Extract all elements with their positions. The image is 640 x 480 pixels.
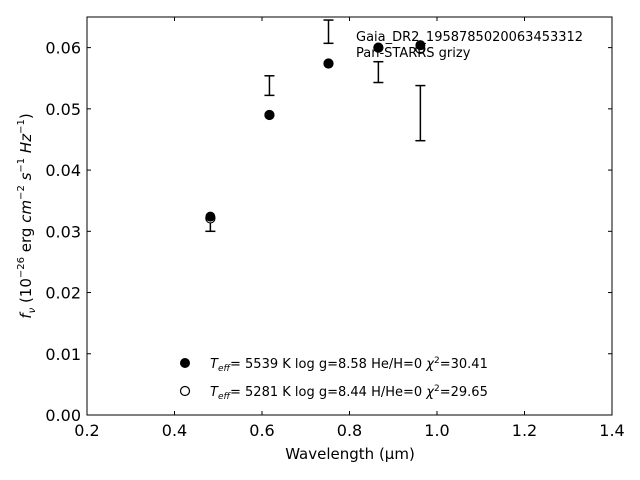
legend-marker-filled bbox=[180, 358, 190, 368]
plot-background bbox=[87, 17, 612, 415]
annotation-line-1: Gaia_DR2_1958785020063453312 bbox=[356, 30, 583, 45]
y-tick-label: 0.02 bbox=[45, 284, 81, 303]
model-markers bbox=[205, 40, 426, 224]
y-tick-label: 0.06 bbox=[45, 39, 81, 58]
y-tick-label: 0.01 bbox=[45, 345, 81, 364]
legend-entry-2: Teff= 5281 K log g=8.44 H/He=0 χ2=29.65 bbox=[210, 384, 488, 402]
x-tick-label: 0.4 bbox=[162, 421, 187, 440]
x-tick-label: 1.2 bbox=[512, 421, 537, 440]
legend-marker-open bbox=[179, 385, 191, 397]
model-point-filled bbox=[264, 109, 275, 120]
y-tick-label: 0.00 bbox=[45, 406, 81, 425]
observed-errorbar bbox=[415, 84, 426, 142]
y-axis-label: fν (10−26 erg cm−2 s−1 Hz−1) bbox=[16, 113, 38, 318]
error-bars bbox=[205, 19, 426, 233]
legend: Teff= 5539 K log g=8.58 He/H=0 χ2=30.41 … bbox=[179, 356, 488, 402]
observed-errorbar bbox=[264, 75, 275, 97]
x-axis-label: Wavelength (μm) bbox=[285, 445, 415, 463]
y-tick-label: 0.04 bbox=[45, 161, 81, 180]
x-tick-label: 0.6 bbox=[249, 421, 274, 440]
model-point-filled bbox=[323, 58, 334, 69]
y-tick-label: 0.05 bbox=[45, 100, 81, 119]
x-tick-label: 0.8 bbox=[337, 421, 362, 440]
y-tick-label: 0.03 bbox=[45, 222, 81, 241]
x-tick-label: 0.2 bbox=[74, 421, 99, 440]
observed-errorbar bbox=[323, 19, 334, 45]
annotation-line-2: Pan-STARRS grizy bbox=[356, 46, 471, 61]
legend-entry-1: Teff= 5539 K log g=8.58 He/H=0 χ2=30.41 bbox=[210, 356, 488, 374]
axis-ticks: 0.2 0.4 0.6 0.8 1.0 1.2 1.4 0.00 0.01 0.02 0.03 0.0… bbox=[45, 17, 625, 440]
plot-frame bbox=[86, 16, 613, 416]
x-tick-label: 1.4 bbox=[599, 421, 624, 440]
model-point-filled bbox=[373, 42, 384, 53]
model-point-filled bbox=[415, 40, 426, 51]
x-tick-label: 1.0 bbox=[424, 421, 449, 440]
model-point-filled bbox=[205, 211, 216, 222]
observed-errorbar bbox=[373, 60, 384, 84]
